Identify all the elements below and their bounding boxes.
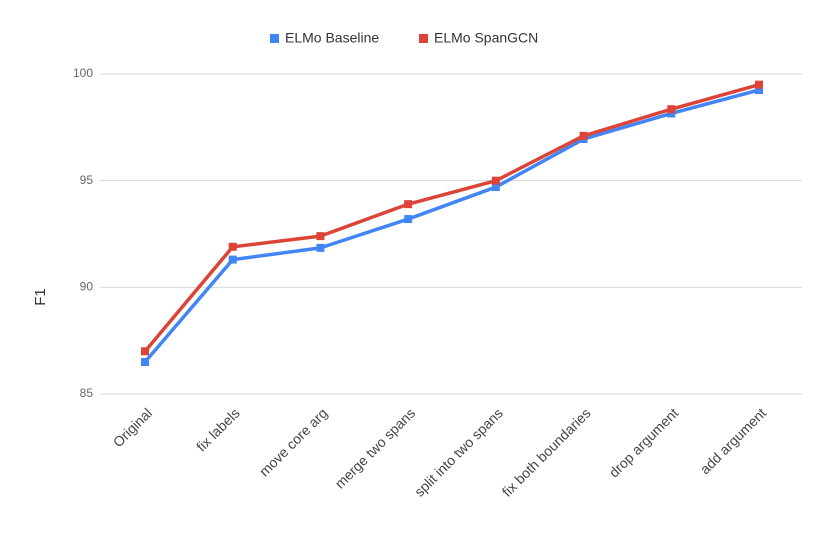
data-point [755,80,763,89]
legend: ELMo Baseline ELMo SpanGCN [270,30,538,46]
series-line [143,82,761,354]
series-line [143,88,761,364]
series-lines [141,80,763,366]
x-tick-label: fix both boundaries [499,405,594,500]
x-tick-label: drop argument [606,405,682,481]
x-tick-label: add argument [697,405,769,477]
data-point [316,232,325,241]
data-point [404,215,413,224]
legend-label: ELMo SpanGCN [434,30,538,46]
legend-swatch [270,34,279,43]
data-point [141,358,149,366]
data-point [579,131,588,140]
x-tick-label: move core arg [256,405,331,480]
x-tick-label: merge two spans [332,405,419,492]
y-tick-label: 90 [80,280,94,294]
data-point [491,176,500,185]
data-point [667,109,676,118]
x-tick-label: split into two spans [411,405,506,500]
y-axis-ticks: 85 90 95 100 [73,66,93,400]
data-point [667,105,676,114]
y-tick-label: 100 [73,66,93,80]
data-point [141,347,149,356]
data-point [491,183,500,192]
y-tick-label: 85 [80,386,94,400]
x-axis-ticks: Original fix labels move core arg merge two… [110,405,769,500]
series-0 [141,86,763,366]
gridlines [100,73,802,395]
x-tick-label: Original [110,405,155,450]
legend-label: ELMo Baseline [285,30,379,46]
legend-item: ELMo Baseline [270,30,379,46]
data-point [228,255,237,264]
data-point [404,200,413,209]
legend-item: ELMo SpanGCN [419,30,538,46]
data-point [316,243,325,252]
x-tick-label: fix labels [193,405,243,455]
data-point [228,242,237,251]
legend-swatch [419,34,428,43]
series-1 [141,80,763,356]
y-tick-label: 95 [80,173,94,187]
y-axis-label: F1 [32,288,49,306]
data-point [755,86,763,94]
